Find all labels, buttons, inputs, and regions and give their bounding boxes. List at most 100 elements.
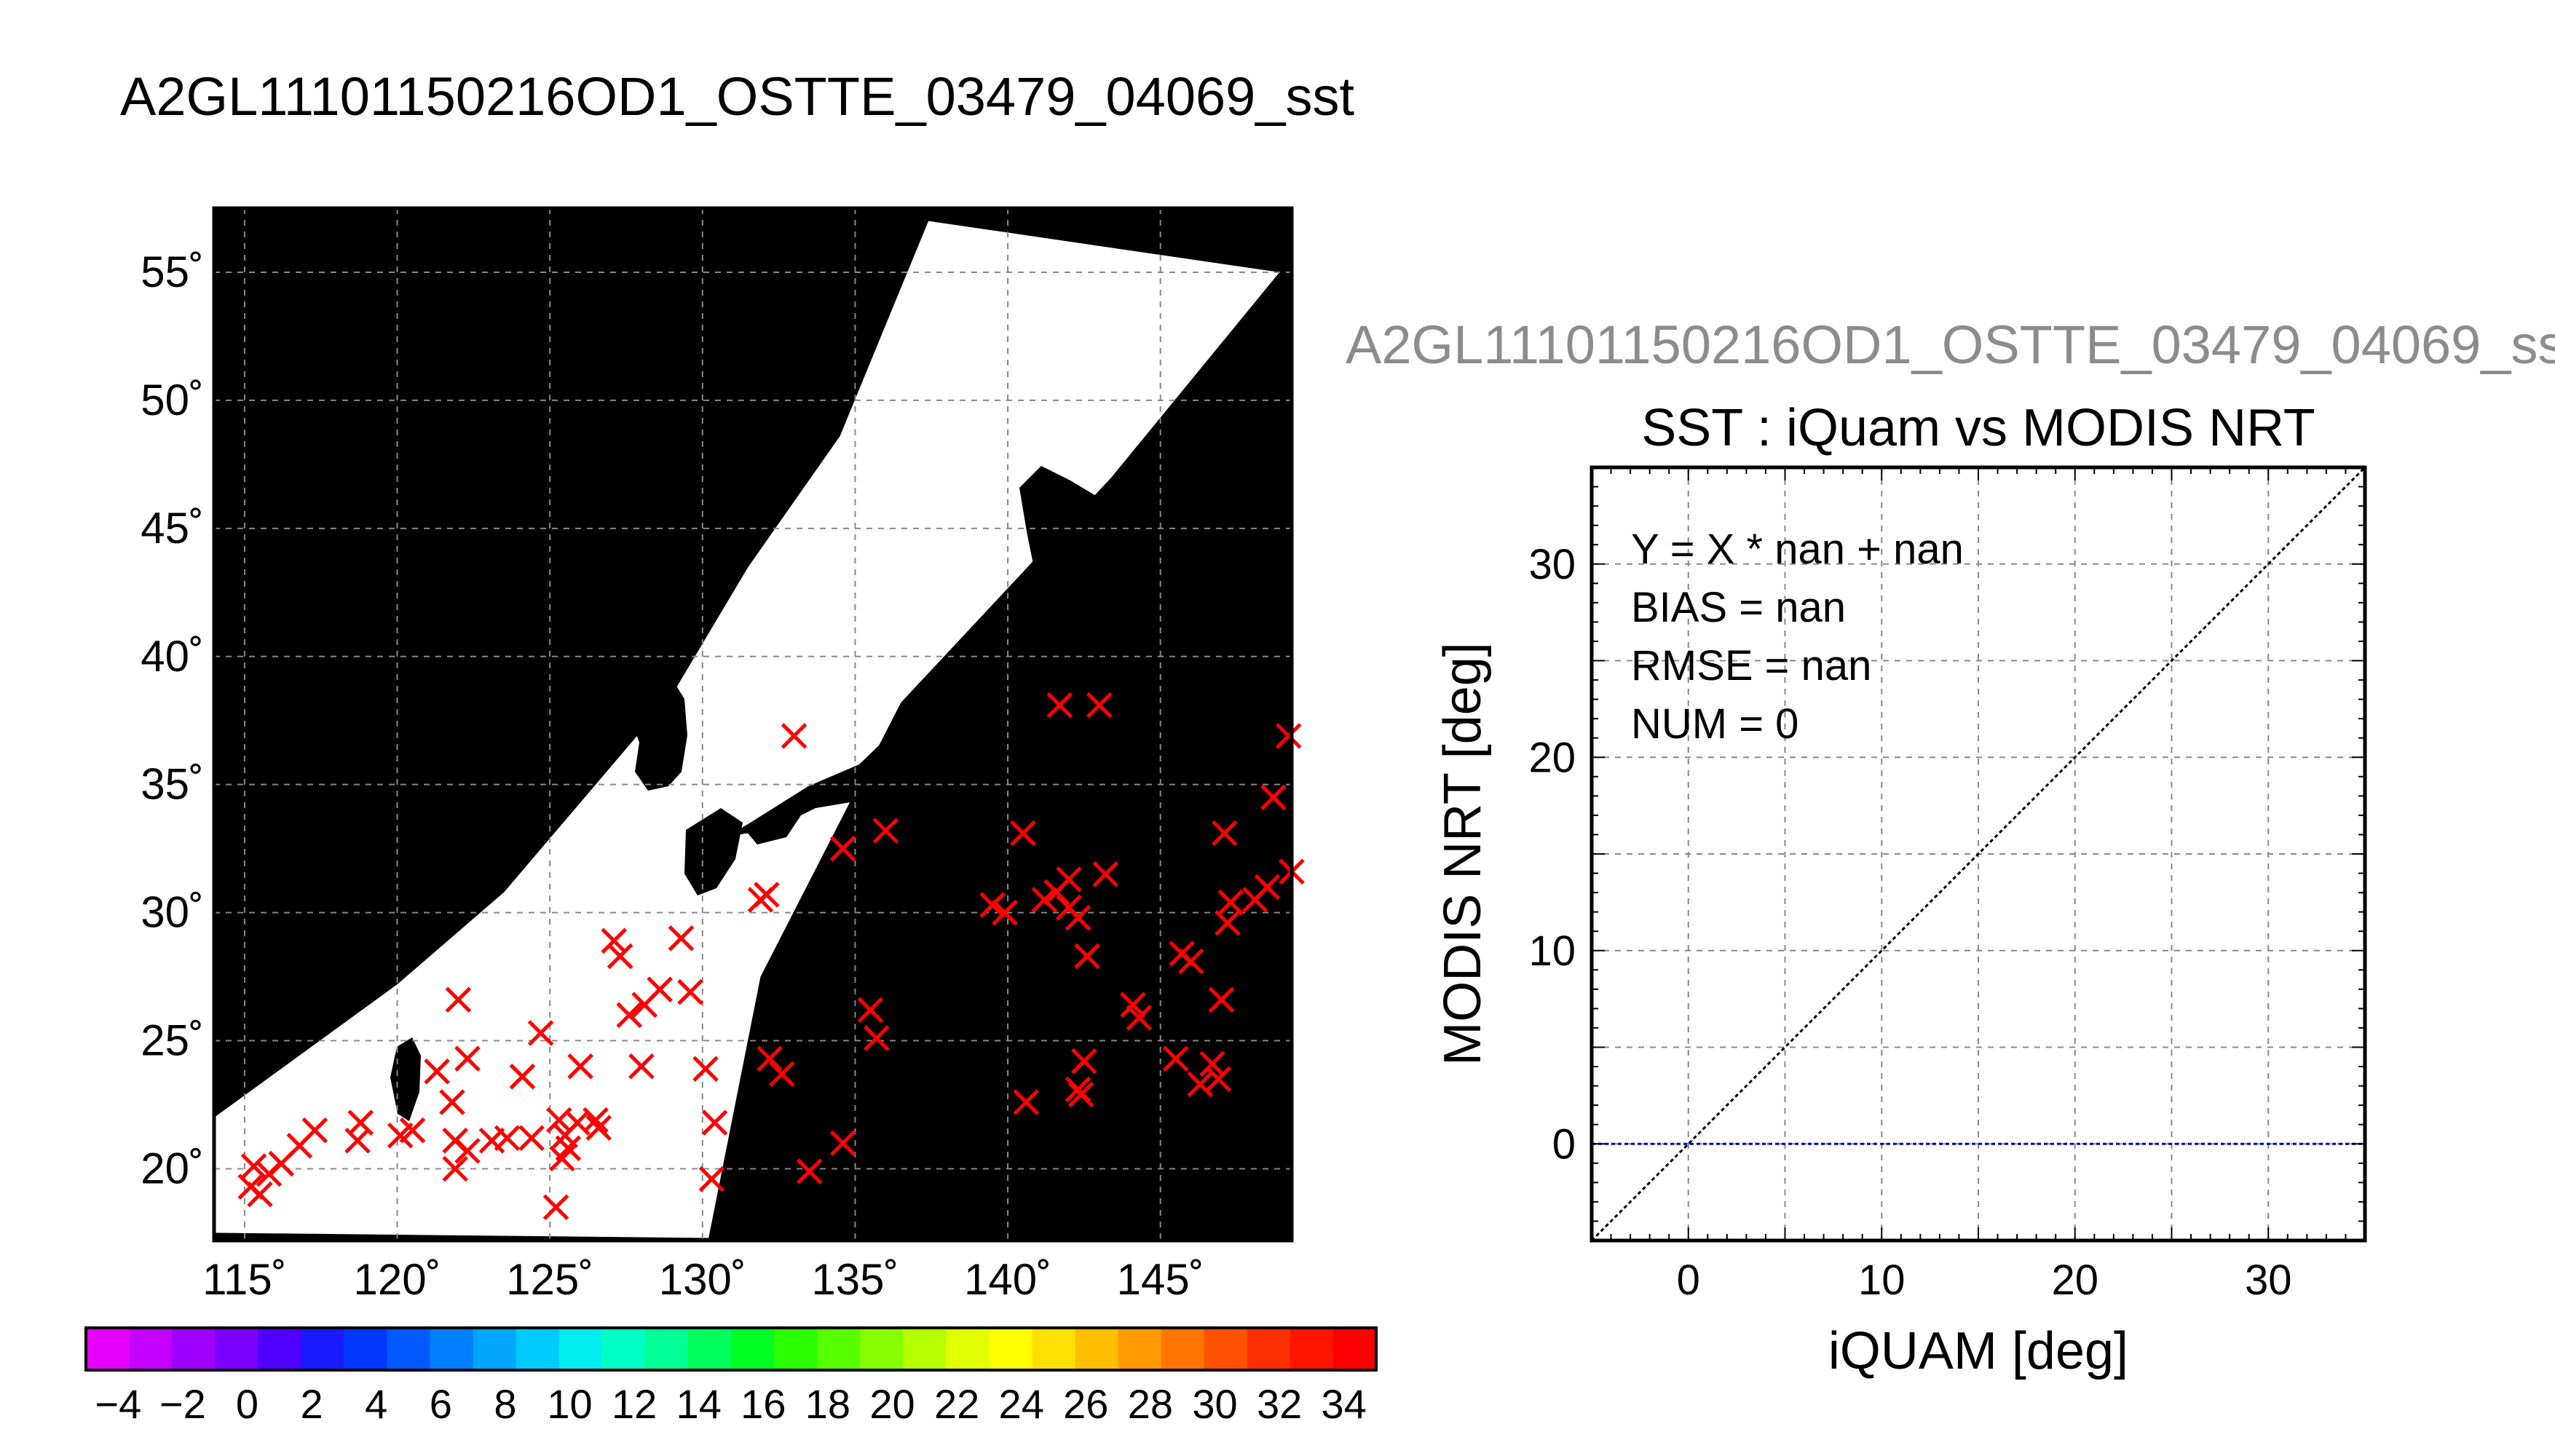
colorbar-swatch [774, 1328, 818, 1370]
colorbar-swatch [601, 1328, 646, 1370]
scatter-y-axis-label: MODIS NRT [deg] [1434, 642, 1492, 1066]
colorbar-swatch [1075, 1328, 1119, 1370]
korea-land [631, 676, 687, 791]
colorbar-tick-label: 8 [494, 1381, 516, 1427]
colorbar-swatch [1332, 1328, 1377, 1370]
map-match-point [567, 1053, 593, 1080]
map-match-point [616, 1002, 642, 1029]
map-match-point [240, 1153, 267, 1179]
map-y-tick-label: 50˚ [141, 376, 204, 424]
colorbar-swatch [1247, 1328, 1291, 1370]
colorbar-tick-label: 18 [805, 1381, 850, 1427]
map-match-point [1092, 861, 1119, 887]
colorbar-swatch [731, 1328, 775, 1370]
map-match-point [1215, 909, 1241, 936]
scatter-ticks: 0 10 20 30 0 10 20 30 [1528, 467, 2366, 1304]
scatter-y-tick-label: 10 [1528, 927, 1576, 975]
shandong-land [466, 699, 524, 728]
colorbar-swatch [430, 1328, 474, 1370]
map-x-tick-label: 125˚ [506, 1255, 593, 1304]
colorbar-tick-label: 24 [999, 1381, 1044, 1427]
scatter-stats-line: BIAS = nan [1631, 584, 1846, 631]
scatter-y-tick-label: 0 [1552, 1120, 1576, 1168]
colorbar-tick-label: 4 [365, 1381, 387, 1427]
map-match-point [509, 1064, 536, 1090]
colorbar-swatch [387, 1328, 431, 1370]
map-y-tick-label: 40˚ [141, 632, 204, 681]
scatter-panel: SST : iQuam vs MODIS NRT 0 10 20 300102030 … [1434, 399, 2367, 1380]
colorbar-tick-label: 12 [612, 1381, 657, 1427]
map-match-point [1162, 1045, 1189, 1072]
colorbar-swatch [989, 1328, 1033, 1370]
scatter-stats-line: Y = X * nan + nan [1631, 526, 1964, 573]
colorbar-swatch [946, 1328, 990, 1370]
colorbar-swatch [687, 1328, 732, 1370]
japan-shikoku-land [743, 808, 801, 844]
map-match-point [585, 1115, 612, 1141]
map-match-point [677, 978, 703, 1005]
map-match-point [872, 818, 899, 844]
colorbar-swatch [558, 1328, 603, 1370]
map-y-tick-label: 25˚ [141, 1016, 204, 1065]
scatter-gridlines [1592, 467, 2365, 1241]
map-match-point [518, 1125, 545, 1152]
colorbar-swatch [344, 1328, 388, 1370]
map-match-point [439, 1089, 465, 1115]
map-match-point [781, 723, 807, 749]
map-match-point [1046, 692, 1073, 719]
map-match-point [1043, 879, 1070, 906]
map-match-point [992, 899, 1018, 926]
map-match-point [583, 1107, 609, 1133]
map-match-point [1254, 874, 1281, 901]
colorbar-frame [84, 1326, 1378, 1372]
map-match-point [445, 986, 472, 1013]
map-match-point [668, 925, 695, 951]
map-y-tick-label: 30˚ [141, 888, 204, 937]
colorbar-swatch [1118, 1328, 1162, 1370]
map-match-point [796, 1158, 823, 1184]
map-match-point [424, 1059, 450, 1085]
colorbar-tick-label: 16 [741, 1381, 786, 1427]
colorbar-swatch [1032, 1328, 1076, 1370]
map-match-point [1208, 986, 1235, 1013]
map-match-point [1260, 784, 1287, 811]
map-match-point [301, 1117, 328, 1144]
map-match-point [698, 1166, 725, 1192]
scatter-x-tick-label: 0 [1677, 1257, 1700, 1304]
map-match-point [1013, 1089, 1040, 1115]
colorbar-tick-label: −4 [95, 1381, 141, 1427]
map-match-point [864, 1025, 890, 1051]
japan-honshu-land [730, 568, 1054, 836]
map-match-point [1074, 943, 1100, 970]
scatter-stats: Y = X * nan + nan BIAS = nan RMSE = nan NUM… [1631, 526, 1964, 748]
map-match-point [494, 1125, 521, 1152]
map-match-point [1177, 948, 1204, 975]
colorbar-swatch [86, 1328, 130, 1370]
map-match-point [1010, 820, 1036, 847]
japan-hokkaido-land [1019, 466, 1121, 582]
colorbar-tick-label: −2 [159, 1381, 206, 1427]
colorbar-swatch [129, 1328, 173, 1370]
scatter-stats-line: NUM = 0 [1631, 700, 1798, 748]
colorbar-swatch [301, 1328, 344, 1370]
map-match-point [399, 1117, 426, 1144]
colorbar-tick-label: 22 [934, 1381, 979, 1427]
colorbar-swatch [172, 1328, 216, 1370]
map-match-point [1205, 1066, 1232, 1093]
map-match-point [454, 1045, 481, 1072]
map-match-point [747, 887, 774, 913]
map-y-tick-label: 55˚ [141, 248, 204, 296]
colorbar-swatch [1290, 1328, 1334, 1370]
map-gridlines [214, 208, 1292, 1241]
map-match-point [647, 976, 673, 1002]
map-match-point [1211, 820, 1238, 847]
colorbar-tick-label: 0 [236, 1381, 258, 1427]
scatter-x-tick-label: 30 [2245, 1257, 2292, 1304]
scatter-y-tick-label: 20 [1528, 734, 1576, 781]
map-match-point [769, 1061, 795, 1088]
map-y-tick-label: 45˚ [141, 504, 204, 553]
map-match-point [442, 1155, 468, 1182]
map-x-tick-label: 115˚ [202, 1255, 287, 1304]
colorbar-swatch [1161, 1328, 1205, 1370]
colorbar-swatch [215, 1328, 258, 1370]
